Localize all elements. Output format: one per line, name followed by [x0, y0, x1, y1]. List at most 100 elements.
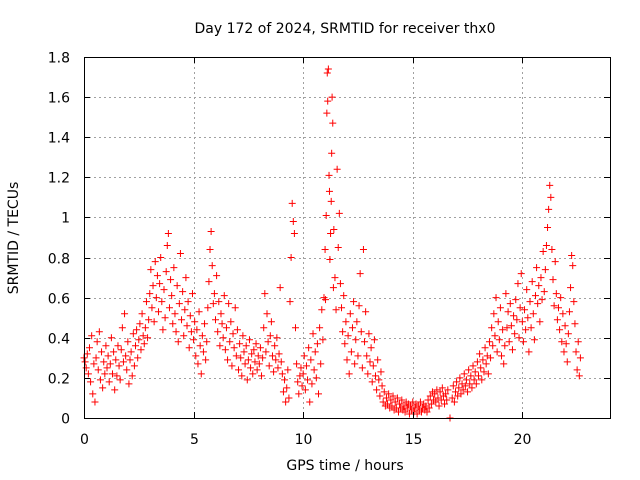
y-tick-label: 1.8 [48, 51, 70, 67]
y-tick-label: 0.4 [48, 332, 70, 348]
data-point [534, 300, 542, 308]
data-point [254, 352, 262, 360]
data-point [442, 390, 450, 398]
data-point [444, 386, 452, 394]
data-point [249, 370, 257, 378]
data-point [425, 404, 433, 412]
data-point [140, 340, 148, 348]
data-point [244, 356, 252, 364]
y-tick-label: 1 [61, 211, 70, 227]
data-point [550, 302, 558, 310]
data-point [568, 252, 576, 260]
data-point [212, 316, 219, 324]
data-point [146, 290, 154, 298]
data-point [561, 322, 569, 330]
data-point [334, 244, 342, 252]
data-point [277, 358, 285, 366]
data-point [93, 338, 101, 346]
data-point [551, 258, 559, 266]
data-point [171, 310, 179, 318]
data-point [524, 314, 532, 322]
data-point [364, 370, 372, 378]
data-point [311, 348, 319, 356]
data-point [264, 338, 272, 346]
data-point [251, 358, 259, 366]
data-point [226, 338, 234, 346]
data-point [118, 324, 126, 332]
y-tick-label: 0.2 [48, 372, 70, 388]
data-point [505, 338, 513, 346]
data-point [496, 304, 504, 312]
data-point [530, 336, 538, 344]
data-point [331, 274, 339, 282]
data-point [112, 356, 120, 364]
data-point [196, 342, 204, 350]
data-point [405, 410, 413, 418]
data-point [245, 336, 253, 344]
data-point [190, 336, 198, 344]
data-point [84, 370, 92, 378]
data-point [170, 264, 178, 272]
data-point [126, 356, 134, 364]
data-point [103, 364, 111, 372]
data-point [521, 306, 529, 314]
data-point [554, 304, 562, 312]
data-point [519, 338, 527, 346]
data-point [183, 322, 191, 330]
data-point [533, 264, 541, 272]
data-point [358, 364, 366, 372]
data-point [92, 354, 100, 362]
data-point [508, 346, 516, 354]
data-point [95, 328, 103, 336]
data-point [329, 284, 337, 292]
data-point [260, 324, 268, 332]
data-point [137, 346, 145, 354]
data-point [202, 356, 210, 364]
data-point [176, 250, 184, 258]
data-point [476, 350, 484, 358]
data-point [518, 318, 526, 326]
data-point [182, 274, 190, 282]
data-point [301, 386, 309, 394]
data-point [253, 366, 261, 374]
y-tick-label: 0 [61, 412, 70, 428]
data-point [286, 298, 294, 306]
data-point [427, 400, 435, 408]
data-point [450, 398, 458, 406]
data-point [379, 398, 387, 406]
data-point [330, 225, 338, 233]
data-point [308, 380, 316, 388]
data-point [436, 388, 444, 396]
data-point [480, 368, 488, 376]
data-point [221, 346, 229, 354]
data-point [152, 294, 160, 302]
data-point [549, 276, 557, 284]
data-point [357, 328, 365, 336]
y-tick-label: 0.8 [48, 252, 70, 268]
data-point [332, 306, 340, 314]
data-point [396, 400, 404, 408]
data-point [536, 318, 544, 326]
data-point [515, 334, 523, 342]
data-point [514, 280, 522, 288]
data-point [309, 330, 317, 338]
data-point [460, 370, 468, 378]
data-point [559, 310, 567, 318]
data-point [104, 352, 112, 360]
data-point [153, 272, 161, 280]
data-point [356, 270, 364, 278]
data-point [565, 308, 573, 316]
data-point [87, 378, 95, 386]
data-point [323, 69, 331, 77]
data-point [215, 298, 223, 306]
data-point [395, 408, 403, 416]
data-point [242, 342, 250, 350]
data-point [339, 328, 347, 336]
data-point [227, 318, 235, 326]
data-point [219, 334, 227, 342]
data-point [545, 205, 553, 213]
data-point [538, 296, 546, 304]
data-point [207, 227, 215, 235]
data-point [159, 326, 167, 334]
data-point [148, 304, 156, 312]
